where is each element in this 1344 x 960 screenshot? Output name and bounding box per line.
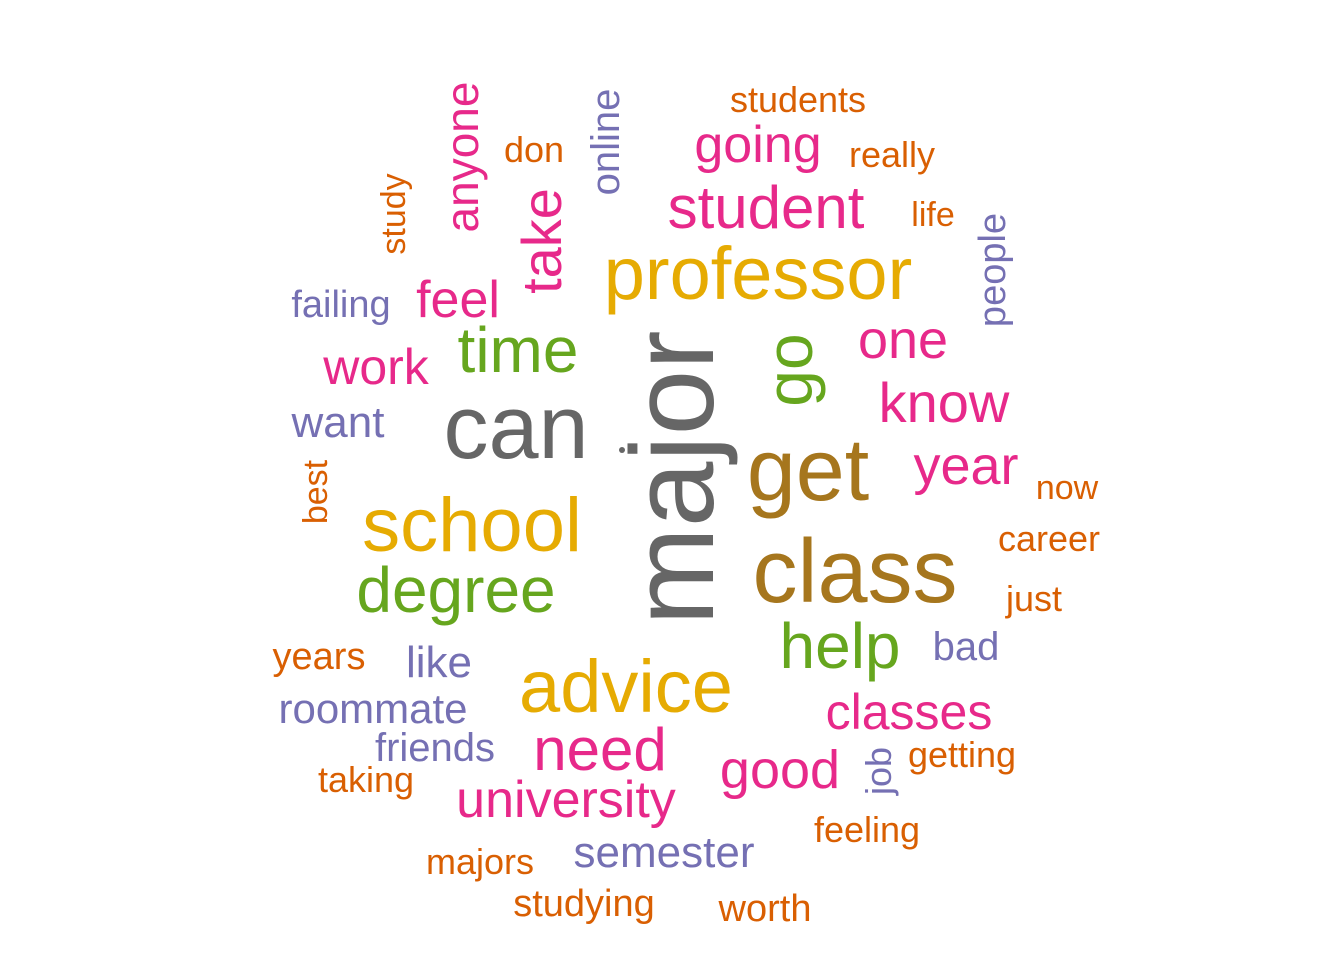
word-roommate: roommate (278, 685, 468, 732)
word-worth: worth (718, 888, 812, 930)
word-semester: semester (573, 828, 755, 877)
word-class: class (752, 522, 958, 622)
word-taking: taking (317, 759, 415, 800)
word-don: don (503, 129, 565, 170)
word-studying: studying (513, 883, 655, 925)
word-work: work (323, 339, 429, 395)
word-anyone: anyone (436, 81, 488, 233)
word-students: students (729, 79, 867, 120)
word-best: best (297, 459, 335, 525)
word-advice: advice (519, 645, 733, 728)
word-going: going (694, 116, 822, 174)
word-student: student (667, 174, 865, 241)
word-bad: bad (932, 625, 1000, 669)
word-university: university (456, 771, 676, 829)
word-year: year (913, 436, 1019, 496)
word-good: good (719, 740, 841, 800)
word-can: can (443, 378, 589, 478)
word-one: one (857, 310, 949, 370)
word-school: school (362, 483, 582, 568)
word-now: now (1035, 469, 1099, 507)
word-years: years (272, 636, 366, 678)
word-getting: getting (907, 734, 1017, 775)
word-feel: feel (416, 271, 500, 329)
word-degree: degree (356, 554, 556, 626)
word-get: get (746, 420, 870, 519)
word-friends: friends (374, 726, 496, 770)
word-study: study (375, 173, 413, 255)
word-want: want (291, 398, 385, 447)
word-career: career (997, 518, 1101, 559)
word-like: like (405, 638, 473, 687)
word-job: job (858, 746, 899, 796)
separator-dot (619, 447, 625, 453)
word-really: really (848, 134, 936, 175)
word-need: need (533, 716, 667, 783)
word-help: help (779, 610, 901, 682)
word-time: time (457, 314, 579, 386)
word-feeling: feeling (813, 809, 921, 850)
word-majors: majors (425, 841, 535, 882)
word-know: know (878, 371, 1010, 434)
word-classes: classes (825, 684, 993, 740)
word-take: take (510, 188, 573, 294)
word-professor: professor (603, 232, 913, 315)
word-online: online (584, 88, 628, 196)
word-people: people (972, 212, 1014, 328)
word-major: major (607, 330, 739, 626)
word-failing: failing (291, 284, 391, 326)
word-go: go (752, 333, 826, 407)
word-just: just (1005, 578, 1063, 619)
word-life: life (911, 196, 955, 234)
